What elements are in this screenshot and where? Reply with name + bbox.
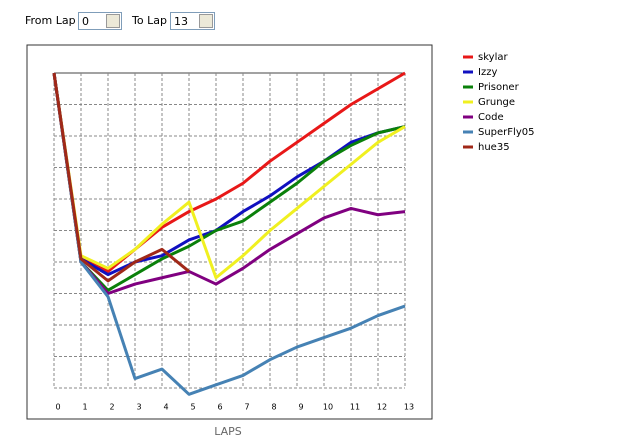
series-line [52, 72, 406, 396]
x-tick-label: 5 [190, 403, 195, 412]
x-tick-label: 12 [377, 403, 387, 412]
to-spinbox[interactable]: 13 [170, 12, 215, 30]
legend-label: skylar [478, 52, 508, 63]
to-value: 13 [174, 15, 188, 28]
x-tick-label: 9 [298, 403, 303, 412]
x-axis-label: LAPS [214, 425, 242, 438]
series-line [52, 72, 406, 280]
legend-label: Grunge [478, 97, 515, 108]
x-tick-label: 4 [163, 403, 168, 412]
from-spinbox[interactable]: 0 [78, 12, 122, 30]
legend-label: Code [478, 112, 504, 123]
from-value: 0 [82, 15, 89, 28]
series-line [52, 72, 406, 292]
legend-label: Izzy [478, 67, 497, 78]
series-line [52, 72, 406, 295]
spin-button[interactable] [199, 14, 213, 28]
legend-label: Prisoner [478, 82, 520, 93]
x-tick-label: 6 [217, 403, 222, 412]
spin-button[interactable] [106, 14, 120, 28]
from-label: From Lap [25, 14, 76, 27]
legend-label: hue35 [478, 142, 510, 153]
x-tick-label: 13 [404, 403, 414, 412]
x-tick-label: 2 [109, 403, 114, 412]
x-tick-label: 1 [82, 403, 87, 412]
x-tick-label: 8 [271, 403, 276, 412]
x-tick-label: 3 [136, 403, 141, 412]
chart-frame [26, 44, 433, 420]
x-tick-label: 0 [55, 403, 60, 412]
to-label: To Lap [132, 14, 167, 27]
legend-label: SuperFly05 [478, 127, 534, 138]
series-line [52, 72, 406, 277]
x-tick-label: 7 [244, 403, 249, 412]
series-line [52, 72, 190, 283]
x-tick-label: 10 [323, 403, 333, 412]
series-line [52, 71, 406, 273]
x-tick-label: 11 [350, 403, 360, 412]
